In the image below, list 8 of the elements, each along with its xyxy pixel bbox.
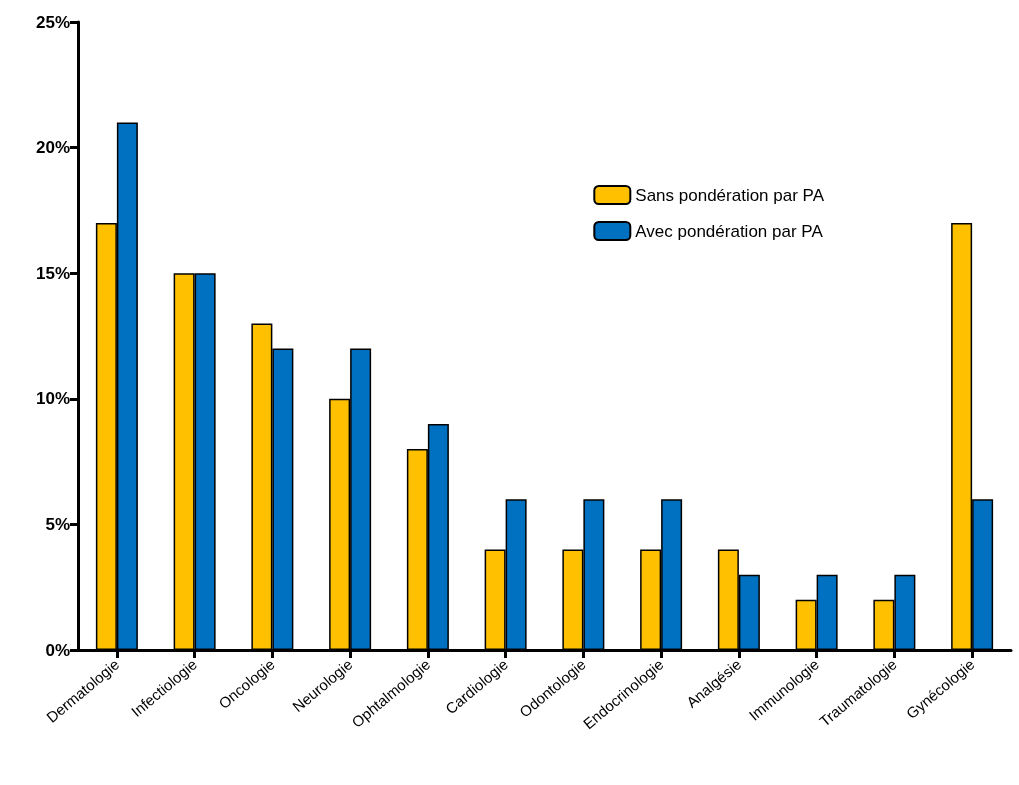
legend-label: Sans pondération par PA <box>635 185 825 205</box>
y-tick-label: 10% <box>35 389 70 409</box>
y-tick-label: 15% <box>35 263 70 283</box>
y-tick-label: 0% <box>45 640 70 660</box>
y-tick-label: 25% <box>35 12 70 32</box>
legend-label: Avec pondération par PA <box>635 221 824 241</box>
y-tick-label: 5% <box>45 514 70 534</box>
y-tick-label: 20% <box>35 138 70 158</box>
